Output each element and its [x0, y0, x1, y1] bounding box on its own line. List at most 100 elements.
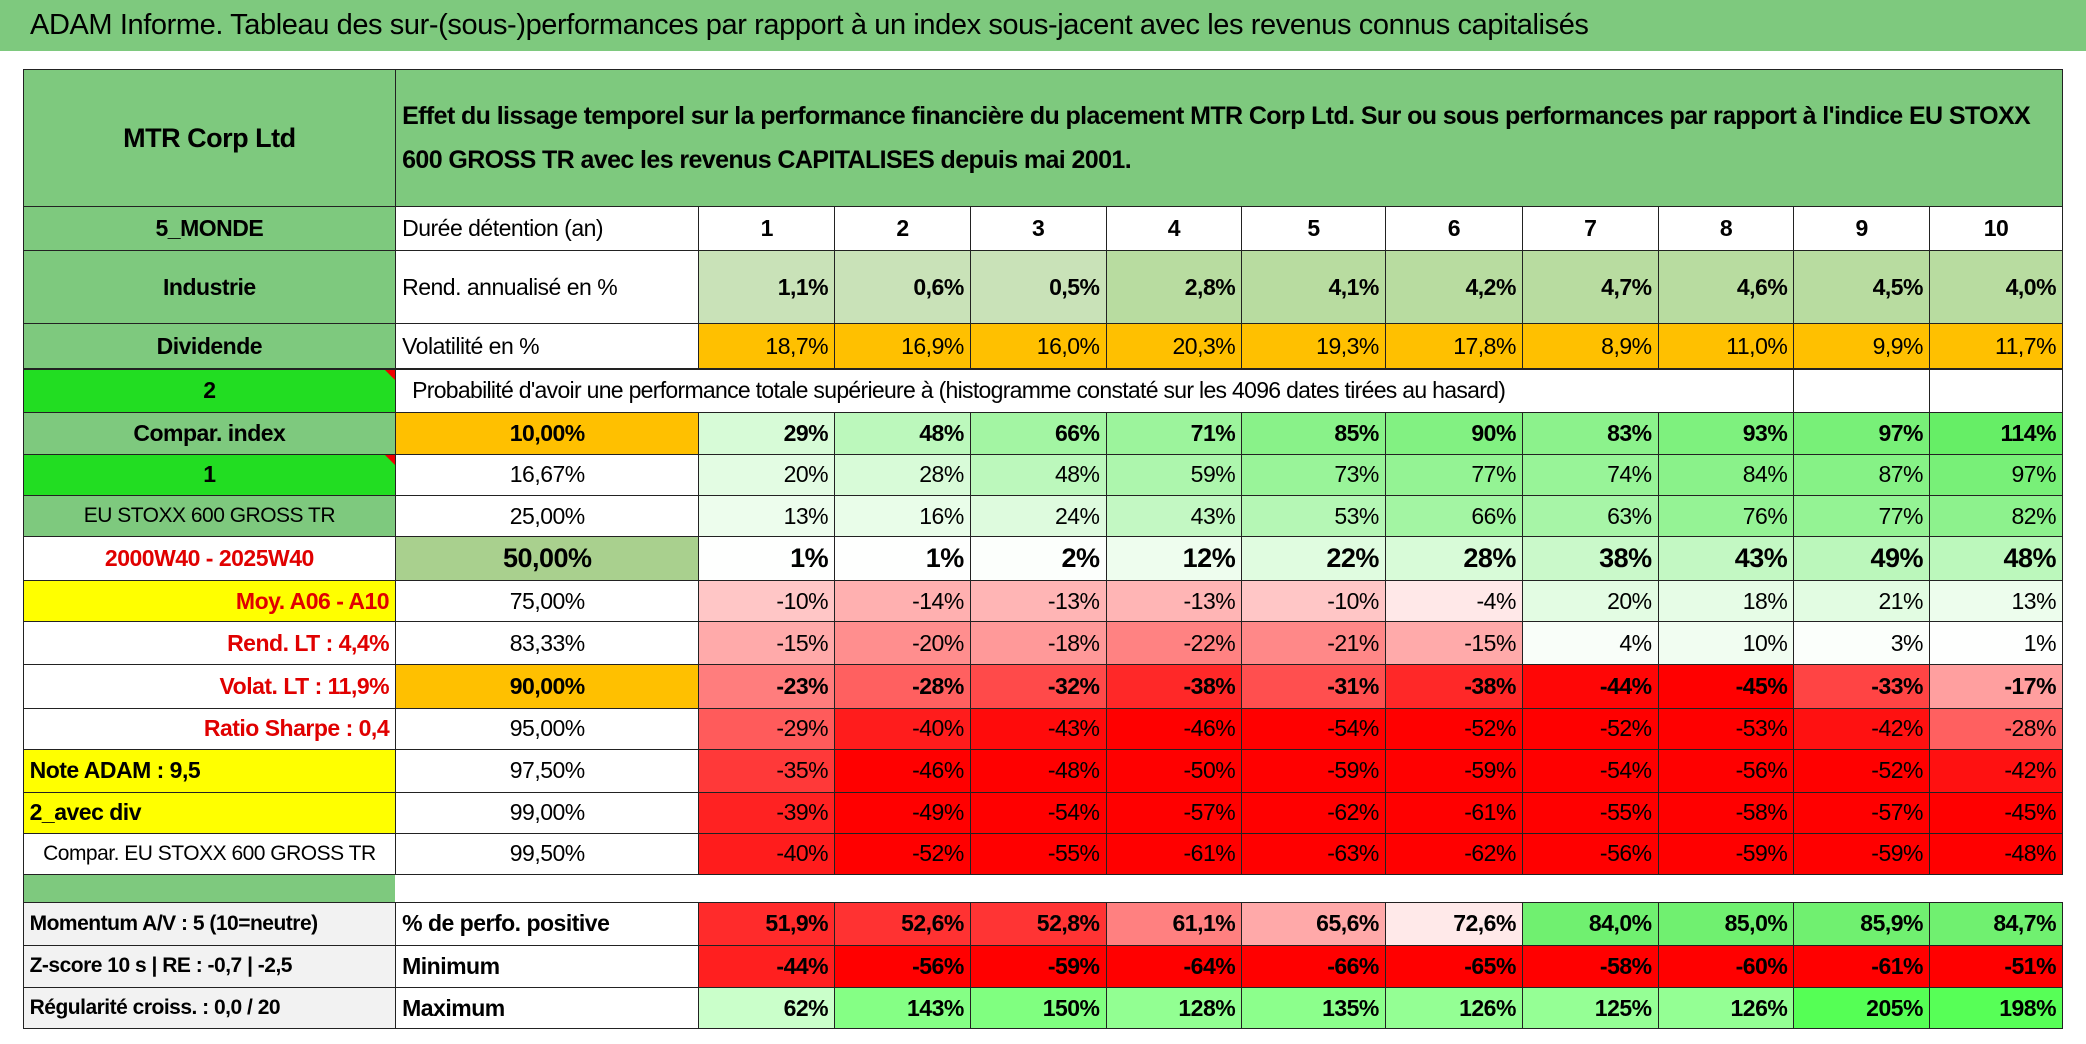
row-side-label: 1: [22, 453, 397, 496]
value-cell: -64%: [1105, 944, 1243, 989]
value-cell: -43%: [969, 707, 1107, 750]
value-cell: -21%: [1241, 621, 1386, 665]
value-cell: -54%: [1521, 748, 1659, 793]
value-cell: -15%: [1384, 621, 1523, 665]
value-cell: 53%: [1241, 494, 1386, 538]
row-side-label: Z-score 10 s | RE : -0,7 | -2,5: [22, 944, 397, 989]
value-cell: -42%: [1929, 748, 2064, 793]
duration-header: 5: [1241, 206, 1386, 252]
row-side-label: EU STOXX 600 GROSS TR: [22, 494, 397, 538]
value-cell: -55%: [1521, 791, 1659, 834]
value-cell: 29%: [698, 412, 836, 455]
value-cell: -59%: [1793, 832, 1930, 876]
value-cell: 77%: [1793, 494, 1930, 538]
value-cell: 0,6%: [834, 250, 971, 325]
value-cell: 2,8%: [1105, 250, 1243, 325]
row-side-label: 5_MONDE: [22, 206, 397, 252]
row-label: Durée détention (an): [395, 206, 700, 252]
row-side-label: Dividende: [22, 323, 397, 370]
value-cell: 20%: [1521, 580, 1659, 623]
row-side-label: Moy. A06 - A10: [22, 580, 397, 623]
value-cell: 20,3%: [1105, 323, 1243, 370]
value-cell: 13%: [698, 494, 836, 538]
value-cell: 12%: [1105, 536, 1243, 582]
value-cell: 51,9%: [698, 901, 836, 946]
value-cell: -46%: [834, 748, 971, 793]
value-cell: 4,5%: [1793, 250, 1930, 325]
value-cell: 4,6%: [1657, 250, 1795, 325]
value-cell: 20%: [698, 453, 836, 496]
value-cell: -63%: [1241, 832, 1386, 876]
value-cell: 62%: [698, 987, 836, 1030]
value-cell: 48%: [969, 453, 1107, 496]
empty-cell: [1793, 368, 1930, 414]
empty-cell: [22, 874, 397, 903]
value-cell: -62%: [1384, 832, 1523, 876]
value-cell: -54%: [1241, 707, 1386, 750]
value-cell: 16,9%: [834, 323, 971, 370]
value-cell: -18%: [969, 621, 1107, 665]
value-cell: -10%: [698, 580, 836, 623]
value-cell: -56%: [834, 944, 971, 989]
value-cell: 114%: [1929, 412, 2064, 455]
value-cell: -65%: [1384, 944, 1523, 989]
value-cell: -51%: [1929, 944, 2064, 989]
row-label: 95,00%: [395, 707, 700, 750]
value-cell: -50%: [1105, 748, 1243, 793]
row-side-label: Compar. index: [22, 412, 397, 455]
value-cell: -60%: [1657, 944, 1795, 989]
row-label: Rend. annualisé en %: [395, 250, 700, 325]
report-title: ADAM Informe. Tableau des sur-(sous-)per…: [0, 0, 2086, 51]
value-cell: 85,9%: [1793, 901, 1930, 946]
value-cell: 143%: [834, 987, 971, 1030]
row-side-label: Compar. EU STOXX 600 GROSS TR: [22, 832, 397, 876]
duration-header: 6: [1384, 206, 1523, 252]
value-cell: -48%: [969, 748, 1107, 793]
value-cell: -17%: [1929, 663, 2064, 709]
value-cell: 84,7%: [1929, 901, 2064, 946]
row-side-label: 2_avec div: [22, 791, 397, 834]
value-cell: -59%: [1241, 748, 1386, 793]
row-label: 99,50%: [395, 832, 700, 876]
value-cell: -13%: [1105, 580, 1243, 623]
value-cell: 126%: [1384, 987, 1523, 1030]
value-cell: -31%: [1241, 663, 1386, 709]
value-cell: 93%: [1657, 412, 1795, 455]
value-cell: -44%: [1521, 663, 1659, 709]
value-cell: 49%: [1793, 536, 1930, 582]
value-cell: -29%: [698, 707, 836, 750]
duration-header: 10: [1929, 206, 2064, 252]
value-cell: 4%: [1521, 621, 1659, 665]
row-label: 10,00%: [395, 412, 700, 455]
value-cell: -15%: [698, 621, 836, 665]
value-cell: 71%: [1105, 412, 1243, 455]
value-cell: -22%: [1105, 621, 1243, 665]
value-cell: 66%: [1384, 494, 1523, 538]
row-side-label: Note ADAM : 9,5: [22, 748, 397, 793]
value-cell: -57%: [1793, 791, 1930, 834]
value-cell: -61%: [1105, 832, 1243, 876]
duration-header: 2: [834, 206, 971, 252]
duration-header: 4: [1105, 206, 1243, 252]
value-cell: -40%: [698, 832, 836, 876]
value-cell: 61,1%: [1105, 901, 1243, 946]
description: Effet du lissage temporel sur la perform…: [395, 69, 2064, 208]
value-cell: 28%: [1384, 536, 1523, 582]
row-label: 75,00%: [395, 580, 700, 623]
value-cell: -61%: [1384, 791, 1523, 834]
value-cell: 97%: [1929, 453, 2064, 496]
row-label: 83,33%: [395, 621, 700, 665]
row-label: 97,50%: [395, 748, 700, 793]
value-cell: 48%: [1929, 536, 2064, 582]
value-cell: -13%: [969, 580, 1107, 623]
row-side-label: Rend. LT : 4,4%: [22, 621, 397, 665]
row-label: Volatilité en %: [395, 323, 700, 370]
row-side-label: Momentum A/V : 5 (10=neutre): [22, 901, 397, 946]
value-cell: -49%: [834, 791, 971, 834]
value-cell: 83%: [1521, 412, 1659, 455]
value-cell: 3%: [1793, 621, 1930, 665]
value-cell: -38%: [1105, 663, 1243, 709]
value-cell: 150%: [969, 987, 1107, 1030]
value-cell: 10%: [1657, 621, 1795, 665]
